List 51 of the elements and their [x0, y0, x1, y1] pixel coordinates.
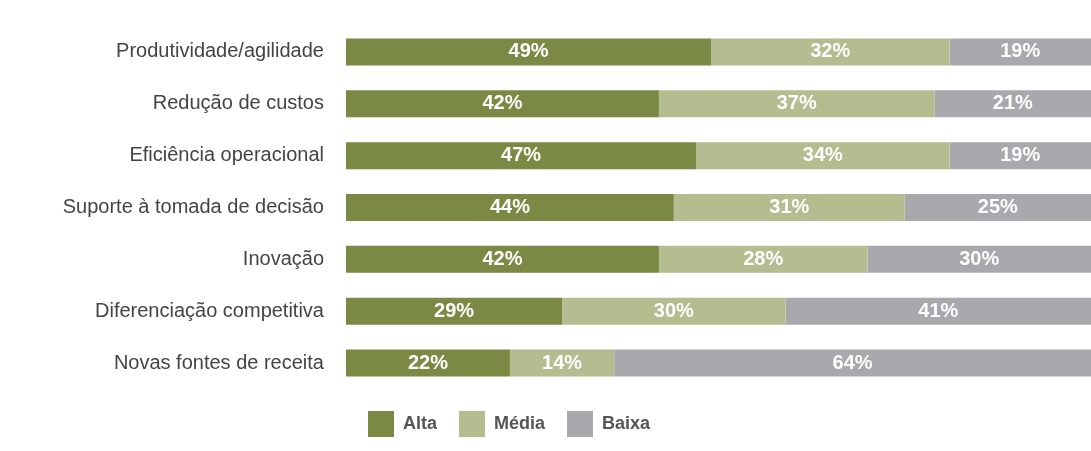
data-label: 14%: [542, 350, 583, 373]
bar: [346, 194, 674, 221]
data-label: 42%: [482, 91, 523, 114]
bar: [614, 349, 1091, 377]
bar: [562, 297, 786, 325]
bar: [949, 142, 1091, 170]
bar: [346, 245, 659, 273]
data-label: 31%: [769, 195, 810, 218]
y-tick-label: Eficiência operacional: [129, 143, 324, 166]
y-tick-label: Redução de custos: [152, 91, 324, 114]
data-label: 47%: [501, 143, 542, 166]
y-tick-label: Novas fontes de receita: [113, 350, 325, 373]
bar: [346, 38, 712, 66]
bar: [346, 297, 563, 325]
y-tick-label: Suporte à tomada de decisão: [62, 195, 324, 218]
legend-label: Média: [494, 412, 547, 433]
bar: [346, 349, 510, 377]
bar: [346, 90, 659, 118]
data-label: 42%: [482, 246, 523, 269]
bar: [658, 245, 868, 273]
data-label: 28%: [743, 246, 784, 269]
legend-label: Baixa: [602, 412, 652, 433]
data-label: 19%: [1000, 143, 1041, 166]
bar: [904, 194, 1091, 221]
bar: [711, 38, 950, 66]
bar: [949, 38, 1091, 66]
data-label: 30%: [653, 298, 695, 321]
data-label: 64%: [832, 350, 873, 373]
data-label: 19%: [1000, 39, 1041, 62]
data-label: 37%: [776, 91, 817, 114]
y-tick-label: Produtividade/agilidade: [116, 39, 324, 62]
data-label: 29%: [434, 298, 475, 321]
data-label: 25%: [977, 195, 1019, 218]
legend-label: Alta: [403, 412, 438, 433]
data-label: 32%: [810, 39, 851, 62]
bar: [658, 90, 935, 118]
bar: [346, 142, 697, 170]
bar: [934, 90, 1091, 118]
data-label: 41%: [918, 298, 959, 321]
data-label: 30%: [959, 246, 1000, 269]
y-tick-label: Diferenciação competitiva: [95, 298, 325, 321]
data-label: 22%: [407, 350, 449, 373]
data-label: 21%: [992, 91, 1034, 114]
bar: [673, 194, 905, 221]
data-label: 49%: [508, 39, 549, 62]
bar: [696, 142, 950, 170]
bar: [867, 245, 1091, 273]
y-tick-label: Inovação: [242, 246, 324, 269]
data-label: 44%: [489, 195, 531, 218]
data-label: 34%: [802, 143, 844, 166]
bar: [785, 297, 1091, 325]
